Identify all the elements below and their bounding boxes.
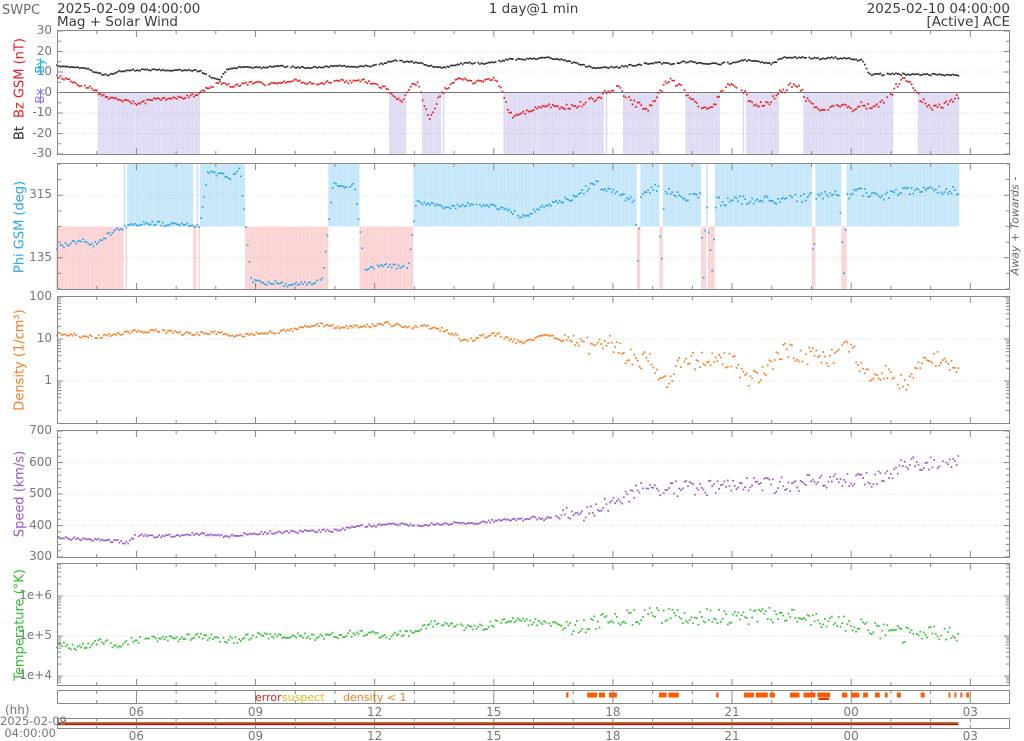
start-time-label: 2025-02-09 04:00:00 [57, 1, 201, 17]
y-tick-label: 10 [36, 331, 52, 345]
y-tick-label: 400 [29, 517, 52, 532]
end-time-label: 2025-02-10 04:00:00 [866, 1, 1010, 17]
phi-angle-panel [56, 163, 1010, 290]
panel-y-label: Temperature (°K) [12, 568, 28, 681]
density-panel [56, 296, 1010, 424]
x-tick-label: 15 [486, 705, 502, 719]
temperature-panel [56, 563, 1010, 686]
y-tick-label: 20 [36, 43, 52, 58]
source-label: SWPC [2, 3, 41, 18]
legend-suspect: suspect [282, 691, 325, 704]
x-tick-label: 18 [605, 705, 621, 719]
y-tick-label: -20 [32, 125, 52, 140]
y-tick-label: 600 [29, 454, 52, 469]
y-tick-label: 1e+6 [19, 588, 52, 602]
resolution-label: 1 day@1 min [488, 1, 579, 17]
away-towards-label: Away + Towards - [1008, 176, 1022, 276]
status-label: [Active] ACE [926, 14, 1010, 30]
x-tick-label: 03 [962, 705, 978, 719]
y-tick-label: 1 [44, 373, 52, 387]
y-tick-label: 315 [29, 187, 52, 202]
x-tick-label: 21 [724, 705, 740, 719]
x-tick-label: 06 [128, 705, 145, 719]
y-tick-label: 100 [29, 289, 52, 303]
panel-y-label: Phi GSM (deg) [12, 180, 28, 273]
mag-field-panel [56, 30, 1010, 155]
legend-error: error [255, 691, 282, 704]
legend-density-lt-1: density < 1 [343, 691, 407, 704]
x-tick-label: 09 [247, 729, 264, 741]
x-tick-label: 12 [367, 705, 383, 719]
hours-units-label: (hh) [5, 703, 30, 717]
y-tick-label: 10 [36, 64, 52, 78]
y-tick-label: -10 [32, 105, 52, 119]
x-tick-label: 12 [367, 729, 383, 741]
panel-y-label: Density (1/cm³) [12, 309, 28, 411]
plot-title: Mag + Solar Wind [57, 14, 179, 30]
x-tick-label: 00 [843, 705, 859, 719]
bottom-date-label: 2025-02-09 [0, 714, 67, 728]
panel-y-label: Bt [12, 125, 28, 141]
panel-y-label: By [33, 58, 47, 74]
y-tick-label: 1e+4 [19, 668, 52, 683]
y-tick-label: 0 [44, 84, 52, 99]
x-tick-label: 21 [724, 729, 740, 741]
y-tick-label: 500 [29, 486, 52, 500]
x-tick-label: 06 [128, 729, 145, 741]
y-tick-label: 30 [36, 23, 52, 37]
y-tick-label: -30 [32, 146, 52, 160]
x-tick-label: 00 [843, 729, 859, 741]
time-axis-labels-bottom: 06 09 12 15 18 21 00 03 [0, 729, 1024, 741]
y-tick-label: 135 [29, 249, 52, 264]
y-tick-label: 700 [29, 423, 52, 437]
panel-y-label: Speed (km/s) [12, 450, 28, 538]
x-tick-label: 03 [962, 729, 978, 741]
panel-y-label: Bx [33, 88, 47, 104]
x-tick-label: 18 [605, 729, 621, 741]
speed-panel [57, 430, 1010, 558]
x-tick-label: 15 [486, 729, 502, 741]
x-tick-label: 09 [247, 705, 264, 719]
y-tick-label: 1e+5 [19, 628, 52, 643]
time-axis-labels-main: 06 09 12 15 18 21 00 03 [0, 705, 1024, 719]
bottom-time-label: 04:00:00 [4, 726, 56, 740]
panel-y-label: Bz GSM (nT) [12, 38, 28, 118]
data-availability-bar [57, 718, 1010, 729]
y-tick-label: 300 [29, 549, 52, 563]
quality-flag-strip [57, 690, 1010, 704]
